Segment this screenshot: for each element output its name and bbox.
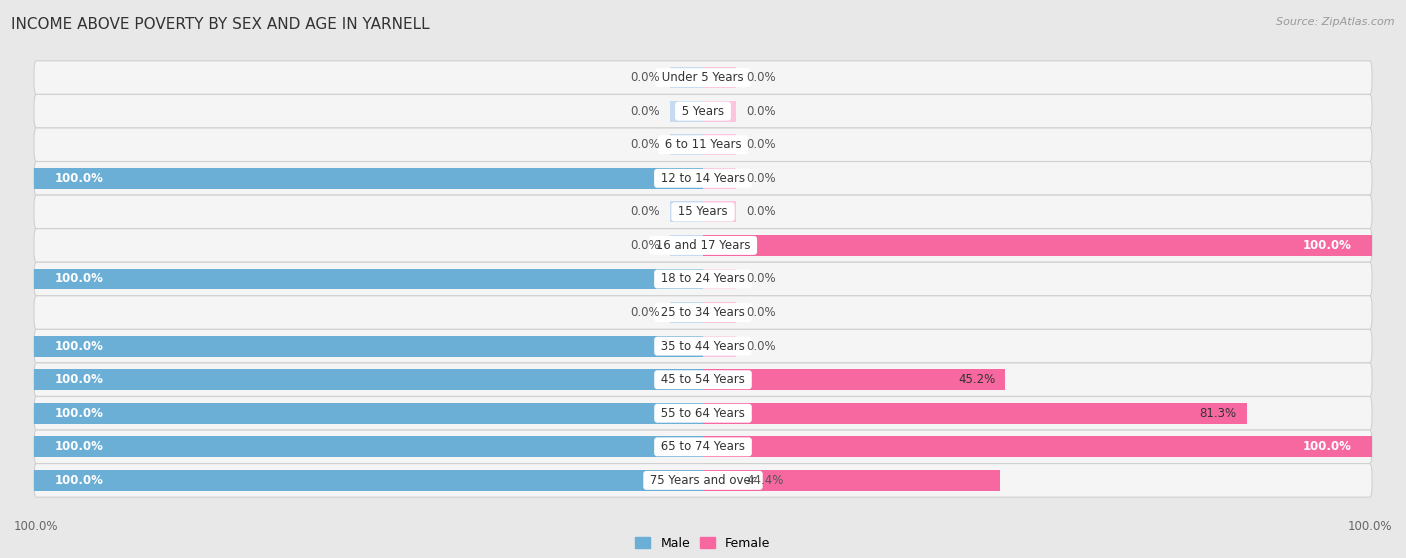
Bar bbox=[703, 168, 737, 189]
Legend: Male, Female: Male, Female bbox=[636, 537, 770, 550]
Bar bbox=[34, 168, 703, 189]
FancyBboxPatch shape bbox=[34, 329, 1372, 363]
Bar bbox=[669, 302, 703, 323]
Text: 100.0%: 100.0% bbox=[1303, 239, 1351, 252]
Text: 100.0%: 100.0% bbox=[55, 373, 103, 386]
Text: 0.0%: 0.0% bbox=[747, 105, 776, 118]
FancyBboxPatch shape bbox=[34, 61, 1372, 94]
Text: 0.0%: 0.0% bbox=[747, 172, 776, 185]
Bar bbox=[703, 470, 1000, 491]
Text: 65 to 74 Years: 65 to 74 Years bbox=[657, 440, 749, 453]
Bar bbox=[703, 134, 737, 155]
Text: 6 to 11 Years: 6 to 11 Years bbox=[661, 138, 745, 151]
Bar bbox=[669, 201, 703, 222]
Text: 15 Years: 15 Years bbox=[675, 205, 731, 218]
Text: 0.0%: 0.0% bbox=[630, 138, 659, 151]
Text: 0.0%: 0.0% bbox=[747, 306, 776, 319]
Bar bbox=[669, 235, 703, 256]
Bar bbox=[34, 470, 703, 491]
Text: 55 to 64 Years: 55 to 64 Years bbox=[657, 407, 749, 420]
Text: 100.0%: 100.0% bbox=[1347, 520, 1392, 533]
FancyBboxPatch shape bbox=[34, 229, 1372, 262]
Text: 100.0%: 100.0% bbox=[55, 440, 103, 453]
Text: Under 5 Years: Under 5 Years bbox=[658, 71, 748, 84]
Text: 100.0%: 100.0% bbox=[55, 474, 103, 487]
Text: 44.4%: 44.4% bbox=[747, 474, 785, 487]
Text: 0.0%: 0.0% bbox=[747, 272, 776, 286]
FancyBboxPatch shape bbox=[34, 464, 1372, 497]
Text: 100.0%: 100.0% bbox=[55, 272, 103, 286]
FancyBboxPatch shape bbox=[34, 94, 1372, 128]
Text: 100.0%: 100.0% bbox=[14, 520, 59, 533]
Bar bbox=[703, 369, 1005, 390]
FancyBboxPatch shape bbox=[34, 363, 1372, 397]
FancyBboxPatch shape bbox=[34, 296, 1372, 329]
Bar bbox=[703, 436, 1372, 457]
Bar bbox=[34, 436, 703, 457]
Bar bbox=[703, 302, 737, 323]
Text: 0.0%: 0.0% bbox=[747, 340, 776, 353]
Text: 45.2%: 45.2% bbox=[957, 373, 995, 386]
Bar bbox=[703, 403, 1247, 424]
Bar bbox=[703, 336, 737, 357]
Text: 0.0%: 0.0% bbox=[747, 205, 776, 218]
Bar bbox=[703, 235, 1372, 256]
Text: 18 to 24 Years: 18 to 24 Years bbox=[657, 272, 749, 286]
Text: 75 Years and over: 75 Years and over bbox=[647, 474, 759, 487]
Text: 0.0%: 0.0% bbox=[747, 138, 776, 151]
Bar bbox=[669, 101, 703, 122]
Text: 5 Years: 5 Years bbox=[678, 105, 728, 118]
Text: 0.0%: 0.0% bbox=[630, 71, 659, 84]
FancyBboxPatch shape bbox=[34, 397, 1372, 430]
Bar bbox=[34, 268, 703, 290]
FancyBboxPatch shape bbox=[34, 430, 1372, 464]
Text: INCOME ABOVE POVERTY BY SEX AND AGE IN YARNELL: INCOME ABOVE POVERTY BY SEX AND AGE IN Y… bbox=[11, 17, 430, 32]
FancyBboxPatch shape bbox=[34, 128, 1372, 161]
Text: 45 to 54 Years: 45 to 54 Years bbox=[657, 373, 749, 386]
Bar bbox=[703, 101, 737, 122]
Text: 100.0%: 100.0% bbox=[55, 340, 103, 353]
Text: Source: ZipAtlas.com: Source: ZipAtlas.com bbox=[1277, 17, 1395, 27]
FancyBboxPatch shape bbox=[34, 262, 1372, 296]
Text: 100.0%: 100.0% bbox=[55, 407, 103, 420]
Bar bbox=[34, 369, 703, 390]
Bar bbox=[703, 67, 737, 88]
Bar bbox=[34, 403, 703, 424]
Text: 35 to 44 Years: 35 to 44 Years bbox=[657, 340, 749, 353]
FancyBboxPatch shape bbox=[34, 161, 1372, 195]
Text: 12 to 14 Years: 12 to 14 Years bbox=[657, 172, 749, 185]
Text: 0.0%: 0.0% bbox=[630, 205, 659, 218]
Text: 25 to 34 Years: 25 to 34 Years bbox=[657, 306, 749, 319]
Bar bbox=[703, 268, 737, 290]
Bar bbox=[703, 201, 737, 222]
Text: 0.0%: 0.0% bbox=[630, 105, 659, 118]
Text: 81.3%: 81.3% bbox=[1199, 407, 1237, 420]
Bar bbox=[669, 67, 703, 88]
Text: 100.0%: 100.0% bbox=[1303, 440, 1351, 453]
FancyBboxPatch shape bbox=[34, 195, 1372, 229]
Text: 0.0%: 0.0% bbox=[630, 239, 659, 252]
Bar bbox=[34, 336, 703, 357]
Text: 16 and 17 Years: 16 and 17 Years bbox=[652, 239, 754, 252]
Bar bbox=[669, 134, 703, 155]
Text: 0.0%: 0.0% bbox=[630, 306, 659, 319]
Text: 0.0%: 0.0% bbox=[747, 71, 776, 84]
Text: 100.0%: 100.0% bbox=[55, 172, 103, 185]
